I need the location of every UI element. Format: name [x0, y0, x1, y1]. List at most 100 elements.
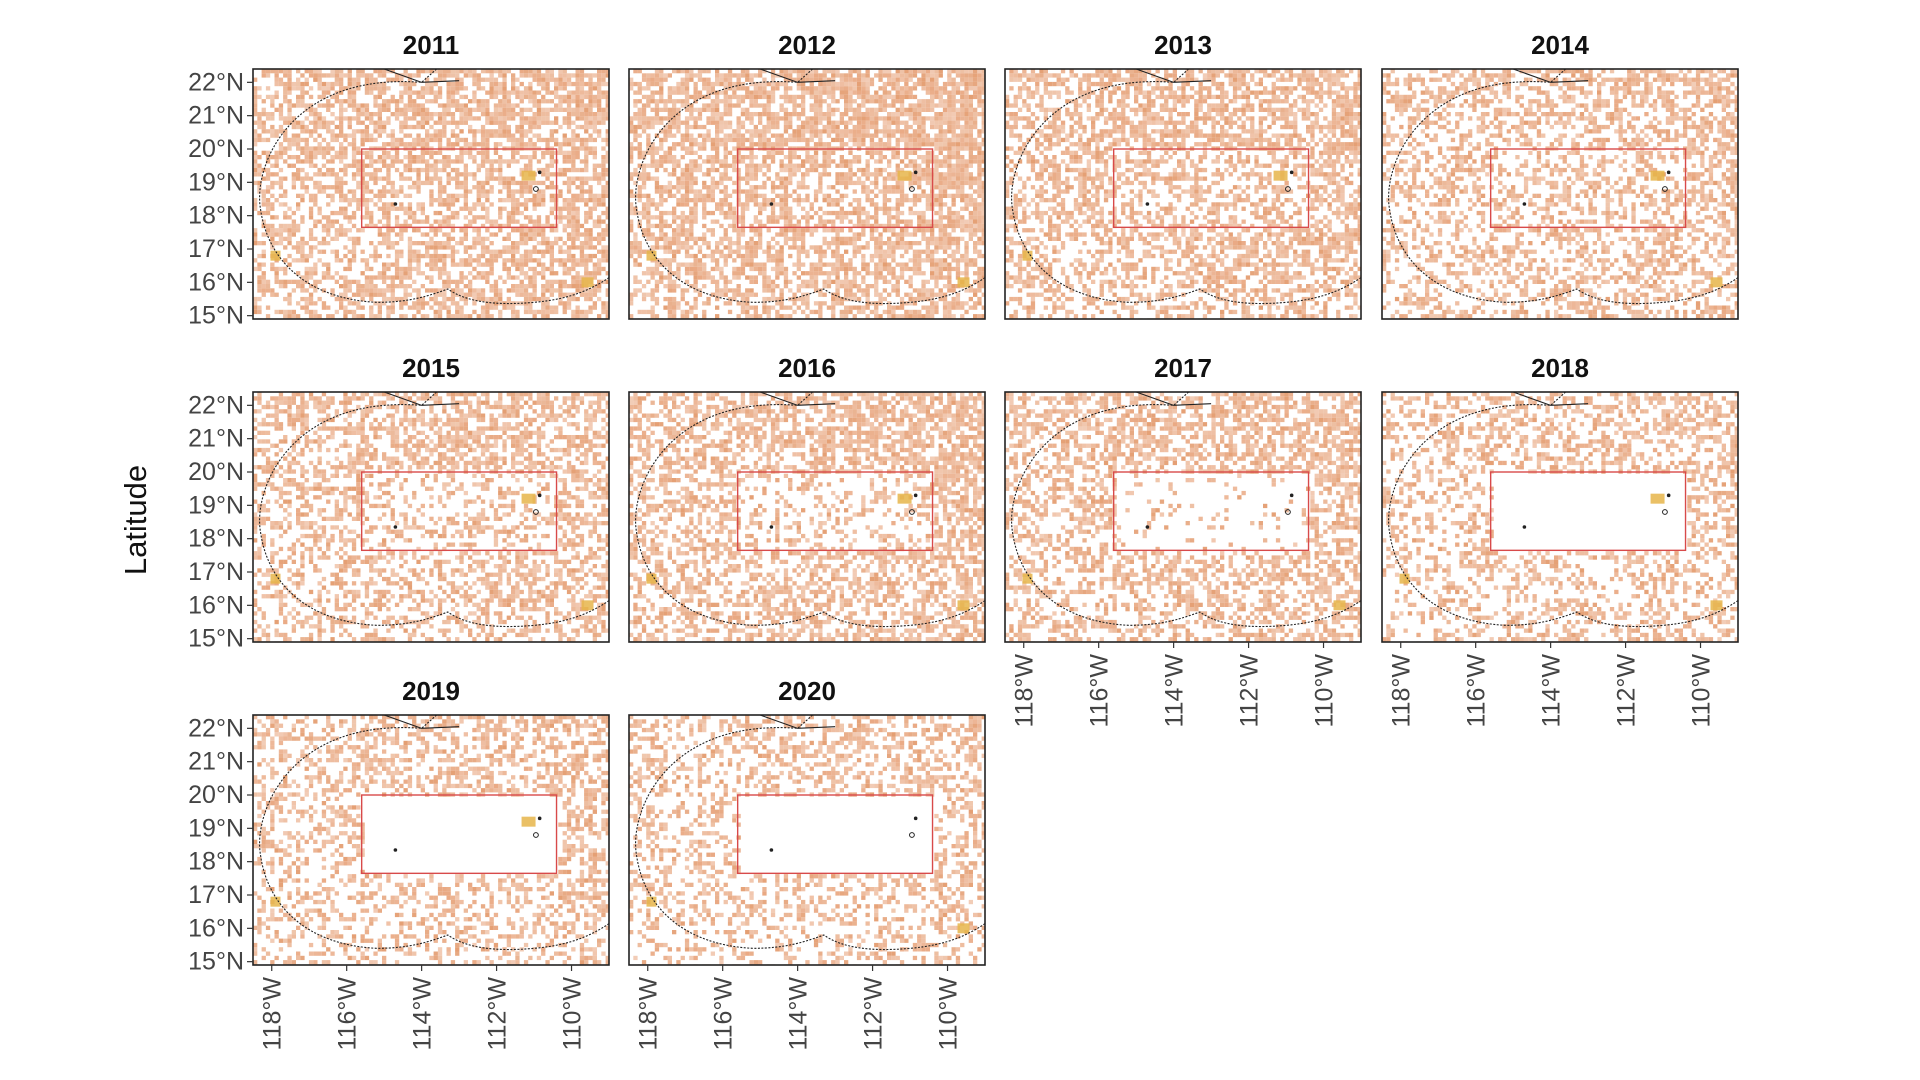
lat-tick-label: 16°N	[188, 268, 244, 296]
island-icon	[913, 816, 918, 821]
effort-cells-2012	[629, 69, 985, 319]
island-icon	[769, 525, 774, 529]
lat-tick-label: 21°N	[188, 748, 244, 776]
island-icon	[393, 202, 398, 206]
panel-title-2011: 2011	[403, 30, 459, 60]
protected-area-box-2017	[1112, 471, 1310, 552]
eez-boundary-2017	[1011, 392, 1361, 628]
island-icon	[1285, 186, 1291, 192]
island-icon	[537, 816, 542, 821]
island-icon	[393, 848, 398, 852]
panel-frame-2016	[628, 391, 986, 643]
lat-tick-label: 17°N	[188, 881, 244, 909]
lat-tick-label: 21°N	[188, 425, 244, 453]
panel-title-2015: 2015	[402, 353, 460, 383]
panel-title-2016: 2016	[778, 353, 836, 383]
lon-tick-label: 118°W	[259, 977, 287, 1051]
island-icon	[537, 170, 542, 175]
panel-frame-2015	[252, 391, 610, 643]
eez-boundary-2013	[1011, 69, 1361, 305]
island-icon	[1145, 202, 1150, 206]
lon-tick-label: 112°W	[1236, 654, 1264, 728]
lon-tick-label: 116°W	[1086, 654, 1114, 728]
effort-cells-2011	[253, 69, 609, 319]
island-icon	[913, 493, 918, 498]
effort-cells-2015	[253, 392, 609, 642]
island-icon	[909, 186, 915, 192]
lat-tick-label: 20°N	[188, 781, 244, 809]
lon-tick-label: 118°W	[1388, 654, 1416, 728]
effort-cells-2018	[1382, 392, 1738, 642]
protected-area-box-2016	[736, 471, 934, 552]
island-icon	[909, 509, 915, 515]
protected-area-box-2014	[1489, 148, 1687, 229]
lat-tick-label: 22°N	[188, 391, 244, 419]
lat-tick-label: 18°N	[188, 202, 244, 230]
island-icon	[1285, 509, 1291, 515]
island-icon	[533, 832, 539, 838]
island-icon	[1289, 493, 1294, 498]
map-panel-2014: 2014	[1381, 30, 1739, 320]
island-icon	[909, 832, 915, 838]
lon-tick-label: 116°W	[334, 977, 362, 1051]
effort-cells-2013	[1005, 69, 1361, 319]
lon-tick-label: 114°W	[409, 977, 437, 1051]
lon-tick-label: 110°W	[1688, 654, 1716, 728]
panel-frame-2013	[1004, 68, 1362, 320]
protected-area-box-2013	[1112, 148, 1310, 229]
island-icon	[913, 170, 918, 175]
effort-cells-2019	[253, 715, 609, 965]
panel-title-2017: 2017	[1154, 353, 1212, 383]
panel-frame-2017	[1004, 391, 1362, 643]
eez-boundary-2020	[635, 715, 985, 951]
lat-tick-label: 20°N	[188, 135, 244, 163]
map-panel-2017: 2017 118°W 116°W 114°W 112°W 110°W	[1004, 353, 1362, 728]
panel-frame-2012	[628, 68, 986, 320]
lon-tick-label: 110°W	[1311, 654, 1339, 728]
panel-frame-2018	[1381, 391, 1739, 643]
lon-tick-label: 118°W	[1011, 654, 1039, 728]
map-panel-2019: 2019 22°N 21°N 20°N 19°N 18°N 17°N 16°N 15°N 118°…	[188, 676, 610, 1051]
map-panel-2018: 2018 118°W 116°W 114°W 112°W 110°W	[1381, 353, 1739, 728]
lat-tick-label: 16°N	[188, 914, 244, 942]
lon-tick-label: 114°W	[1538, 654, 1566, 728]
lat-tick-label: 15°N	[188, 302, 244, 330]
map-panels: 2011 22°N 21°N 20°N 19°N 18°N 17°N 16°N 15°N 2012…	[188, 30, 1739, 1051]
island-icon	[1666, 493, 1671, 498]
map-panel-2013: 2013	[1004, 30, 1362, 320]
effort-cells-2014	[1382, 69, 1738, 319]
lon-tick-label: 110°W	[559, 977, 587, 1051]
protected-area-box-2015	[360, 471, 558, 552]
y-axis-title: Latitude	[118, 465, 153, 575]
island-icon	[769, 202, 774, 206]
lat-tick-label: 17°N	[188, 558, 244, 586]
panel-frame-2011	[252, 68, 610, 320]
eez-boundary-2019	[259, 715, 609, 951]
island-icon	[1289, 170, 1294, 175]
lat-tick-label: 22°N	[188, 714, 244, 742]
protected-area-box-2018	[1489, 471, 1687, 552]
map-panel-2011: 2011 22°N 21°N 20°N 19°N 18°N 17°N 16°N 15°N	[188, 30, 610, 330]
lat-tick-label: 16°N	[188, 591, 244, 619]
lon-tick-label: 116°W	[710, 977, 738, 1051]
lat-tick-label: 19°N	[188, 814, 244, 842]
lat-tick-label: 21°N	[188, 102, 244, 130]
lat-tick-label: 18°N	[188, 525, 244, 553]
island-icon	[769, 848, 774, 852]
eez-boundary-2015	[259, 392, 609, 628]
protected-area-box-2012	[736, 148, 934, 229]
lat-tick-label: 15°N	[188, 625, 244, 653]
island-icon	[537, 493, 542, 498]
lon-tick-label: 112°W	[484, 977, 512, 1051]
lat-tick-label: 19°N	[188, 168, 244, 196]
lon-tick-label: 114°W	[1161, 654, 1189, 728]
island-icon	[1666, 170, 1671, 175]
lat-tick-label: 15°N	[188, 948, 244, 976]
lat-tick-label: 18°N	[188, 848, 244, 876]
effort-cells-2020	[629, 715, 985, 965]
protected-area-box-2011	[360, 148, 558, 229]
panel-frame-2019	[252, 714, 610, 966]
map-panel-2012: 2012	[628, 30, 986, 320]
panel-title-2013: 2013	[1154, 30, 1212, 60]
